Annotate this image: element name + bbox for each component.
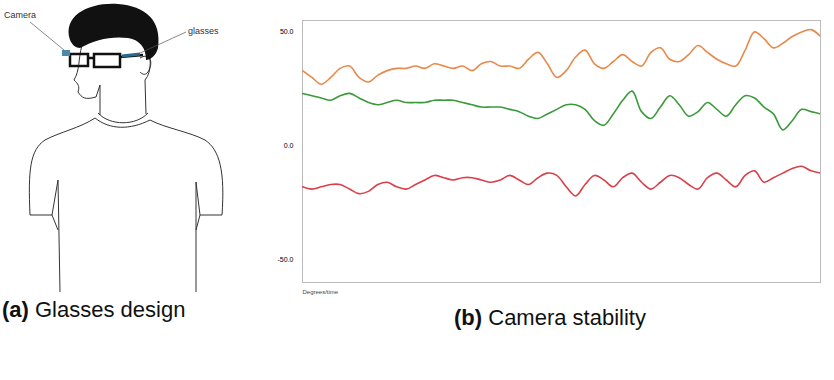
svg-text:50.0: 50.0: [280, 28, 294, 35]
html-text:(b) Camera stability: (b) Camera stability: [454, 305, 646, 330]
svg-text:Degrees/time: Degrees/time: [303, 289, 339, 295]
svg-text:glasses: glasses: [188, 26, 219, 36]
svg-text:0.0: 0.0: [284, 142, 294, 149]
svg-text:-50.0: -50.0: [278, 256, 294, 263]
html-text:(a) Glasses design: (a) Glasses design: [2, 297, 186, 322]
svg-text:Camera: Camera: [4, 10, 36, 20]
